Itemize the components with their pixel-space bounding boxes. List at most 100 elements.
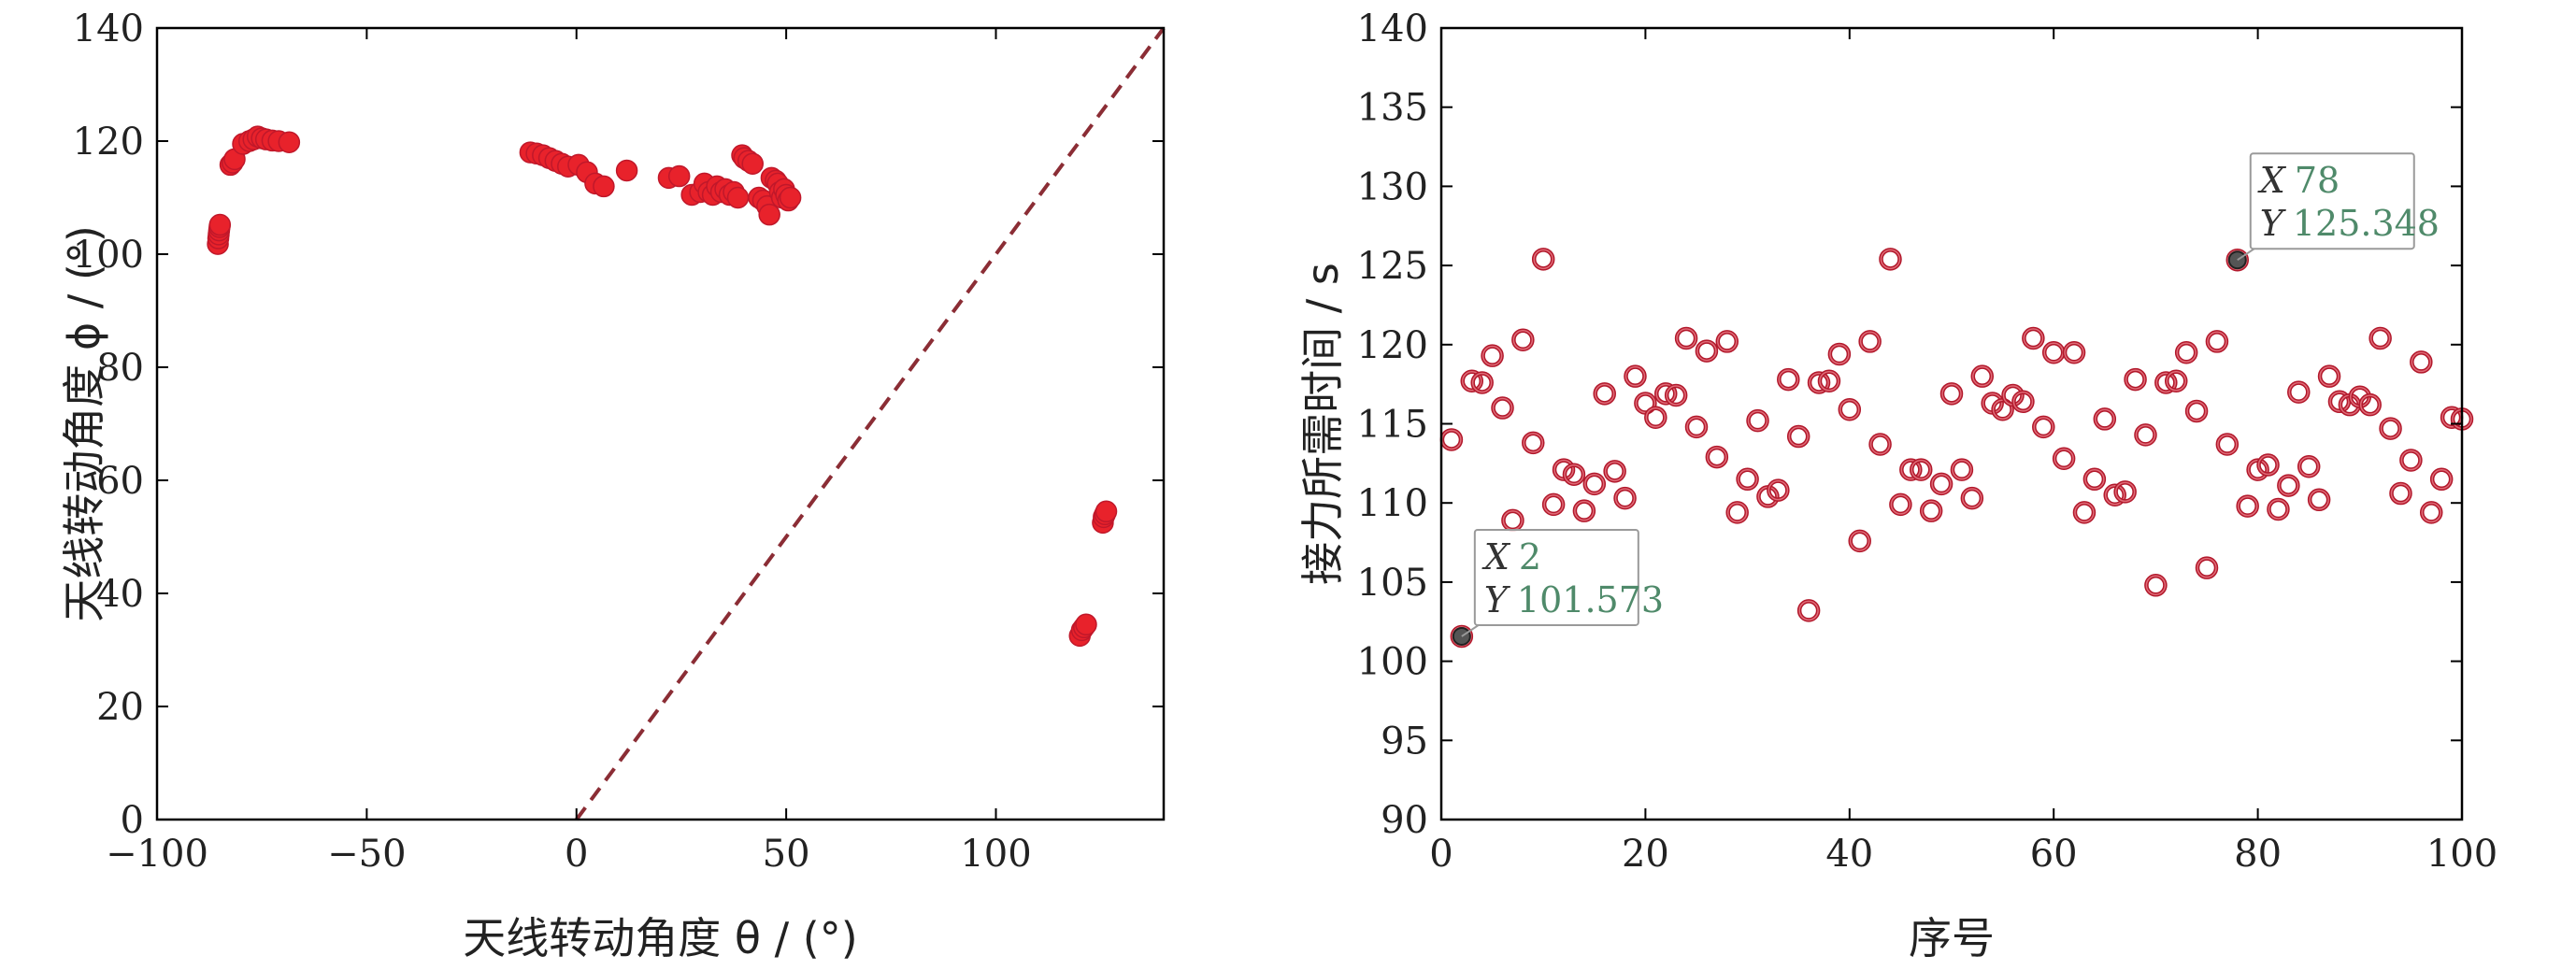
relay-time-point-highlight <box>2278 475 2299 496</box>
reference-diagonal-line <box>575 26 1166 821</box>
relay-time-scatter-chart: 0 20 40 60 80 100 90 95 100 105 110 115 120 125 130 135… <box>1297 7 2497 963</box>
relay-time-point-highlight <box>1726 502 1748 523</box>
datatip-min-box <box>1473 528 1639 626</box>
right-x-tick-label: 40 <box>1825 833 1873 876</box>
relay-time-point-highlight <box>1952 459 1972 480</box>
relay-time-point-highlight <box>1921 500 1941 521</box>
right-x-axis-label: 序号 <box>1909 913 1995 963</box>
angle-scatter-chart: −100 −50 0 50 100 0 20 40 60 80 100 120 140 天线转动角度 θ… <box>59 7 1166 963</box>
relay-time-point-highlight <box>2114 481 2136 503</box>
relay-time-point-highlight <box>1962 488 1982 508</box>
right-y-axis-label: 接力所需时间 / s <box>1297 263 1348 585</box>
right-x-tick-label: 100 <box>2426 833 2497 876</box>
relay-time-point-highlight <box>2431 469 2452 490</box>
relay-time-point-highlight <box>1624 365 1646 387</box>
relay-time-point-highlight <box>2145 575 2167 596</box>
relay-time-point-highlight <box>1900 459 1922 480</box>
relay-time-point-highlight <box>2309 490 2329 510</box>
right-y-tick-label: 140 <box>1357 7 1428 50</box>
datatip-max-y-row: Y 125.348 <box>2260 203 2440 244</box>
angle-point <box>1075 613 1097 636</box>
relay-time-point-highlight <box>2186 401 2207 421</box>
left-y-tick-label: 20 <box>96 686 144 729</box>
angle-point <box>278 131 301 153</box>
right-x-tick-label: 20 <box>1622 833 1669 876</box>
relay-time-point-highlight <box>2329 392 2350 412</box>
left-x-tick-label: 50 <box>763 833 810 876</box>
left-y-tick-label: 0 <box>121 799 144 842</box>
relay-time-point-highlight <box>1645 407 1667 428</box>
relay-time-point-highlight <box>1564 464 1584 485</box>
relay-time-point-highlight <box>2421 502 2441 523</box>
relay-time-point-highlight <box>2023 328 2044 349</box>
relay-time-point-highlight <box>1523 433 1544 453</box>
right-y-tick-label: 95 <box>1381 720 1428 763</box>
relay-time-point-highlight <box>1717 331 1738 352</box>
relay-time-point-highlight <box>1696 340 1717 362</box>
left-x-axis-label: 天线转动角度 θ / (°) <box>463 913 857 963</box>
relay-time-point-highlight <box>2411 351 2432 373</box>
left-y-tick-label: 100 <box>73 234 144 277</box>
right-y-tick-label: 130 <box>1357 165 1428 208</box>
relay-time-point-highlight <box>2033 417 2054 437</box>
relay-time-point-highlight <box>2095 408 2115 430</box>
datatip-max-y-label: Y <box>2260 203 2287 244</box>
relay-time-point-highlight <box>2390 483 2411 504</box>
relay-time-point-highlight <box>2166 371 2186 392</box>
relay-time-point-highlight <box>1911 459 1931 480</box>
relay-time-point-highlight <box>2369 328 2391 349</box>
datatip-min-y-label: Y <box>1484 579 1511 621</box>
left-y-tick-label: 80 <box>96 347 144 390</box>
datatip-min-leader <box>1461 624 1480 637</box>
right-x-tick-label: 80 <box>2234 833 2282 876</box>
left-x-tick-label: −50 <box>327 833 406 876</box>
relay-time-point-highlight <box>2268 499 2289 520</box>
relay-time-point-highlight <box>1462 371 1482 392</box>
datatip-min-y-value: 101.573 <box>1517 579 1664 621</box>
left-axis-ticks: −100 −50 0 50 100 0 20 40 60 80 100 120 140 <box>73 7 1164 876</box>
relay-time-point-highlight <box>2359 394 2381 415</box>
left-x-tick-label: −100 <box>106 833 208 876</box>
right-y-tick-label: 115 <box>1357 404 1428 447</box>
relay-time-point-highlight <box>2257 454 2279 476</box>
left-plot-frame <box>155 26 1166 821</box>
relay-time-point-highlight <box>1859 331 1881 352</box>
left-y-tick-label: 40 <box>96 573 144 616</box>
left-y-tick-label: 140 <box>73 7 144 50</box>
relay-time-point-highlight <box>2064 342 2084 364</box>
left-x-tick-label: 0 <box>565 833 588 876</box>
relay-time-point-highlight <box>2125 369 2146 390</box>
angle-scatter-marks <box>207 125 1118 648</box>
relay-time-point-highlight <box>2084 469 2105 490</box>
relay-time-point-highlight <box>2319 365 2340 387</box>
relay-time-point-highlight <box>2012 392 2034 412</box>
relay-time-point-highlight <box>1849 531 1870 551</box>
relay-time-point-highlight <box>1972 365 1993 387</box>
angle-point <box>1095 500 1118 523</box>
left-y-tick-label: 120 <box>73 121 144 164</box>
relay-time-point-highlight <box>2298 456 2319 477</box>
datatip-min-x-value: 2 <box>1519 536 1541 578</box>
relay-time-point-highlight <box>1604 461 1625 482</box>
right-y-tick-label: 110 <box>1357 482 1428 525</box>
relay-time-point-highlight <box>1543 494 1564 515</box>
relay-time-point-highlight <box>1481 345 1503 366</box>
left-y-axis-label: 天线转动角度 ϕ / (°) <box>59 225 109 622</box>
relay-time-point-highlight <box>1686 417 1707 437</box>
relay-time-point-highlight <box>2288 381 2310 403</box>
relay-time-point-highlight <box>1707 447 1727 467</box>
relay-time-point-highlight <box>1829 344 1850 364</box>
right-y-tick-label: 105 <box>1357 562 1428 605</box>
datatip-max-box <box>2249 152 2415 250</box>
angle-point <box>615 159 638 182</box>
right-y-tick-label: 120 <box>1357 324 1428 367</box>
datatip-min-y-row: Y 101.573 <box>1484 579 1664 621</box>
angle-point <box>667 164 691 188</box>
relay-time-point-highlight <box>1594 383 1615 405</box>
datatip-max[interactable]: X 78 Y 125.348 <box>2227 152 2440 270</box>
relay-time-point-highlight <box>2197 557 2217 578</box>
relay-time-point-highlight <box>1819 371 1839 392</box>
